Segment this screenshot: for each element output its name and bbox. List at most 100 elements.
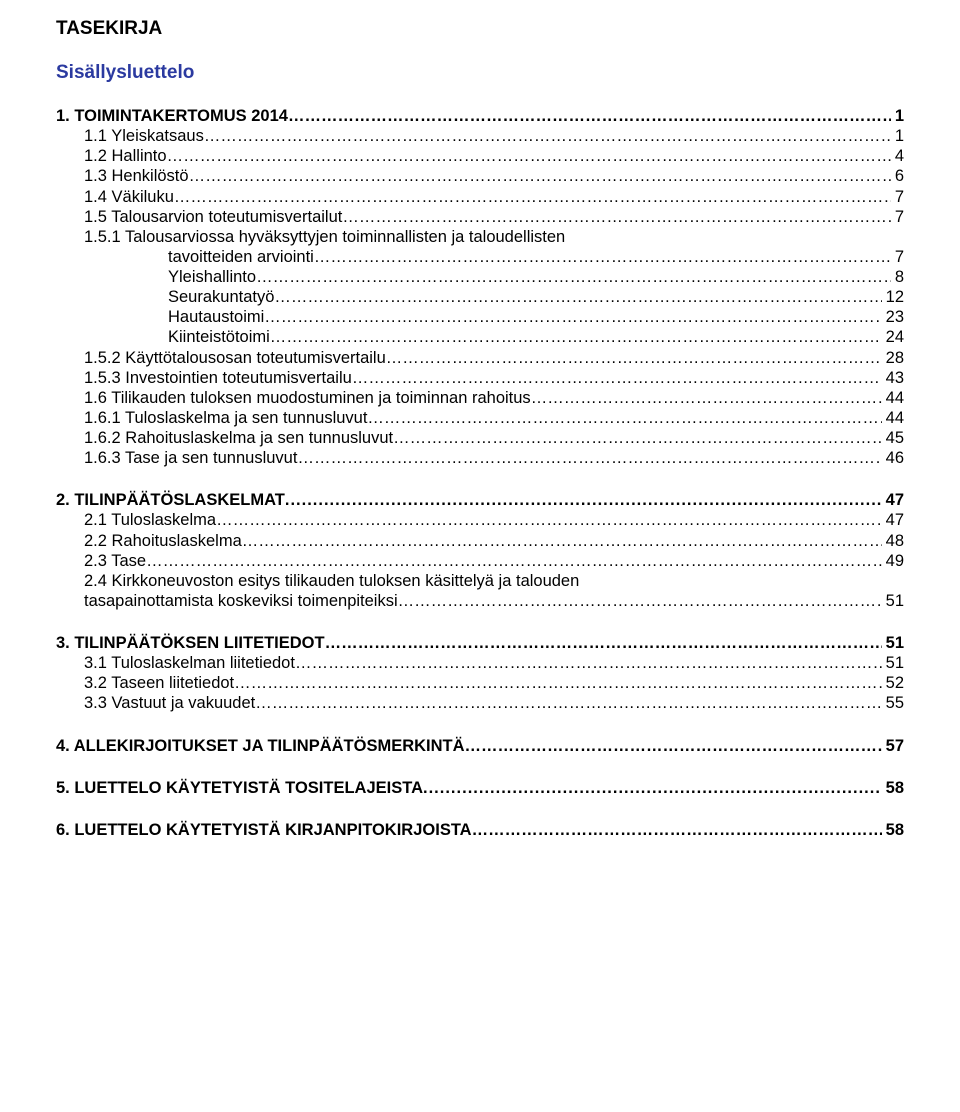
toc-row: 2.3 Tase 49	[56, 551, 904, 571]
toc-label: 1.6.2 Rahoituslaskelma ja sen tunnusluvu…	[84, 428, 393, 448]
toc-row: Kiinteistötoimi24	[56, 327, 904, 347]
toc-leader	[423, 778, 882, 798]
toc-row: 1.6.2 Rahoituslaskelma ja sen tunnusluvu…	[56, 428, 904, 448]
toc-row: 1.5.1 Talousarviossa hyväksyttyjen toimi…	[56, 227, 904, 247]
toc-page: 58	[882, 820, 904, 840]
toc-leader	[342, 207, 890, 227]
toc-section: 5. LUETTELO KÄYTETYISTÄ TOSITELAJEISTA 58	[56, 778, 904, 798]
toc-page: 6	[891, 166, 904, 186]
toc-leader	[352, 368, 882, 388]
toc-label: 2.2 Rahoituslaskelma	[84, 531, 242, 551]
toc-leader	[234, 673, 882, 693]
toc-row: 2.1 Tuloslaskelma47	[56, 510, 904, 530]
toc-row: 1.6.1 Tuloslaskelma ja sen tunnusluvut44	[56, 408, 904, 428]
toc-leader	[472, 820, 882, 840]
toc-page: 43	[882, 368, 904, 388]
toc-label: 1.3 Henkilöstö	[84, 166, 189, 186]
toc-row: 3.2 Taseen liitetiedot 52	[56, 673, 904, 693]
toc-row: Hautaustoimi23	[56, 307, 904, 327]
toc-row: 1.3 Henkilöstö 6	[56, 166, 904, 186]
toc-label: 1. TOIMINTAKERTOMUS 2014	[56, 106, 288, 126]
toc-page: 48	[882, 531, 904, 551]
toc-row: 1.6.3 Tase ja sen tunnusluvut46	[56, 448, 904, 468]
toc-leader	[386, 348, 882, 368]
toc-page: 49	[882, 551, 904, 571]
toc-label: 5. LUETTELO KÄYTETYISTÄ TOSITELAJEISTA	[56, 778, 423, 798]
toc-page: 51	[882, 633, 904, 653]
toc-page: 51	[882, 591, 904, 611]
toc-container: 1. TOIMINTAKERTOMUS 201411.1 Yleiskatsau…	[56, 106, 904, 840]
toc-row: 1.5.2 Käyttötalousosan toteutumisvertail…	[56, 348, 904, 368]
toc-label: 4. ALLEKIRJOITUKSET JA TILINPÄÄTÖSMERKIN…	[56, 736, 465, 756]
toc-label: Seurakuntatyö	[168, 287, 274, 307]
toc-page: 1	[891, 126, 904, 146]
toc-row: 1.4 Väkiluku 7	[56, 187, 904, 207]
toc-leader	[189, 166, 891, 186]
toc-page: 7	[891, 187, 904, 207]
toc-row: 6. LUETTELO KÄYTETYISTÄ KIRJANPITOKIRJOI…	[56, 820, 904, 840]
toc-label: 1.5.3 Investointien toteutumisvertailu	[84, 368, 352, 388]
toc-page: 55	[882, 693, 904, 713]
toc-leader	[285, 490, 882, 510]
toc-page: 28	[882, 348, 904, 368]
toc-page: 47	[882, 490, 904, 510]
toc-label: 3. TILINPÄÄTÖKSEN LIITETIEDOT	[56, 633, 325, 653]
toc-page: 7	[891, 207, 904, 227]
toc-label: 2.1 Tuloslaskelma	[84, 510, 216, 530]
toc-leader	[297, 448, 881, 468]
toc-leader	[398, 591, 882, 611]
toc-row: 3.3 Vastuut ja vakuudet 55	[56, 693, 904, 713]
toc-section: 2. TILINPÄÄTÖSLASKELMAT472.1 Tuloslaskel…	[56, 490, 904, 611]
toc-section: 4. ALLEKIRJOITUKSET JA TILINPÄÄTÖSMERKIN…	[56, 736, 904, 756]
toc-row: 3. TILINPÄÄTÖKSEN LIITETIEDOT 51	[56, 633, 904, 653]
toc-label: Kiinteistötoimi	[168, 327, 270, 347]
toc-section: 1. TOIMINTAKERTOMUS 201411.1 Yleiskatsau…	[56, 106, 904, 468]
toc-row: 1.6 Tilikauden tuloksen muodostuminen ja…	[56, 388, 904, 408]
toc-row: 2. TILINPÄÄTÖSLASKELMAT47	[56, 490, 904, 510]
toc-label: 6. LUETTELO KÄYTETYISTÄ KIRJANPITOKIRJOI…	[56, 820, 472, 840]
toc-label: Hautaustoimi	[168, 307, 264, 327]
toc-page: 51	[882, 653, 904, 673]
toc-label: 1.4 Väkiluku	[84, 187, 174, 207]
toc-page: 46	[882, 448, 904, 468]
doc-title: TASEKIRJA	[56, 18, 904, 40]
toc-leader	[146, 551, 882, 571]
toc-label: tavoitteiden arviointi	[168, 247, 314, 267]
toc-leader	[255, 693, 881, 713]
toc-leader	[270, 327, 882, 347]
toc-leader	[167, 146, 891, 166]
toc-leader	[242, 531, 882, 551]
toc-leader	[204, 126, 891, 146]
toc-label: 2.3 Tase	[84, 551, 146, 571]
toc-label: Yleishallinto	[168, 267, 256, 287]
toc-label: 3.3 Vastuut ja vakuudet	[84, 693, 255, 713]
toc-label: 1.5.2 Käyttötalousosan toteutumisvertail…	[84, 348, 386, 368]
toc-subtitle: Sisällysluettelo	[56, 62, 904, 84]
toc-label: 1.1 Yleiskatsaus	[84, 126, 204, 146]
toc-row: 3.1 Tuloslaskelman liitetiedot 51	[56, 653, 904, 673]
toc-label: 3.1 Tuloslaskelman liitetiedot	[84, 653, 295, 673]
toc-page: 8	[891, 267, 904, 287]
toc-leader	[264, 307, 881, 327]
toc-page: 4	[891, 146, 904, 166]
toc-label: 1.5 Talousarvion toteutumisvertailut	[84, 207, 342, 227]
toc-row: 2.2 Rahoituslaskelma 48	[56, 531, 904, 551]
toc-row: 2.4 Kirkkoneuvoston esitys tilikauden tu…	[56, 571, 904, 591]
toc-page: 7	[891, 247, 904, 267]
toc-page: 1	[891, 106, 904, 126]
toc-label: tasapainottamista koskeviksi toimenpitei…	[84, 591, 398, 611]
toc-leader	[288, 106, 891, 126]
toc-row: tasapainottamista koskeviksi toimenpitei…	[56, 591, 904, 611]
toc-leader	[393, 428, 882, 448]
toc-leader	[325, 633, 882, 653]
toc-row: Yleishallinto 8	[56, 267, 904, 287]
toc-page: 57	[882, 736, 904, 756]
toc-label: 3.2 Taseen liitetiedot	[84, 673, 234, 693]
toc-leader	[256, 267, 891, 287]
toc-leader	[274, 287, 881, 307]
toc-leader	[216, 510, 882, 530]
toc-page: 52	[882, 673, 904, 693]
toc-page: 58	[882, 778, 904, 798]
toc-page: 45	[882, 428, 904, 448]
toc-row: 1.1 Yleiskatsaus 1	[56, 126, 904, 146]
